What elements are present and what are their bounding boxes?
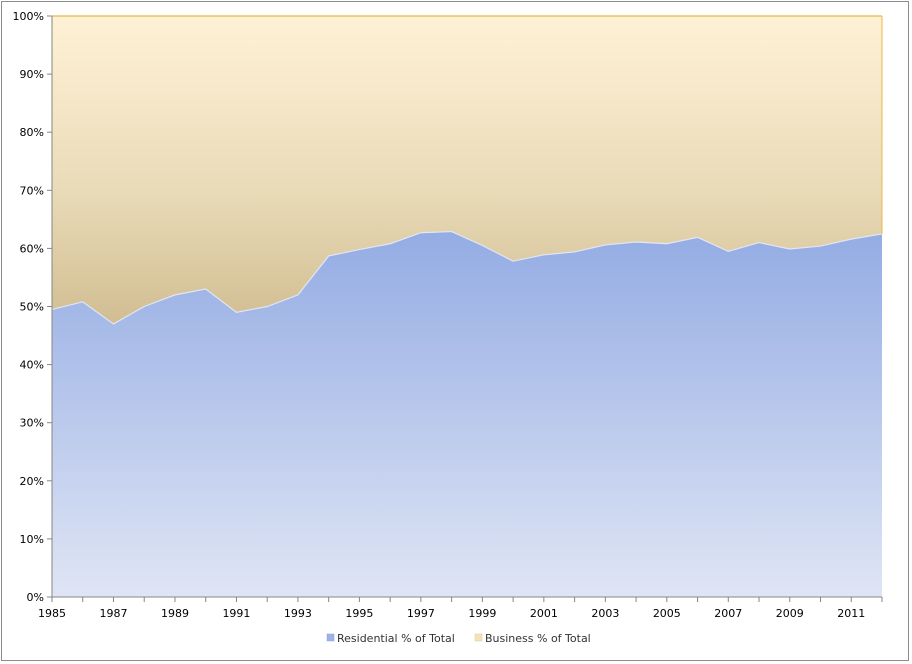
x-tick-label: 1997 [407, 607, 435, 620]
x-tick-label: 1993 [284, 607, 312, 620]
legend: Residential % of Total Business % of Tota… [326, 632, 591, 645]
x-tick-label: 1995 [345, 607, 373, 620]
y-tick-label: 100% [13, 10, 44, 23]
axes: 0% 10% 20% 30% 40% 50% 60% 70% 80% 90% 100% 1985 198… [13, 10, 883, 620]
y-tick-label: 20% [20, 475, 44, 488]
residential-line [51, 230, 883, 325]
x-tick-label: 2007 [714, 607, 742, 620]
legend-swatch [474, 633, 483, 642]
y-tick-label: 90% [20, 68, 44, 81]
y-tick-label: 70% [20, 184, 44, 197]
y-tick-label: 60% [20, 242, 44, 255]
x-tick-label: 1999 [468, 607, 496, 620]
y-tick-label: 80% [20, 126, 44, 139]
business-area [52, 16, 882, 324]
y-tick-label: 50% [20, 301, 44, 314]
y-tick-label: 0% [27, 591, 44, 604]
x-tick-label: 1987 [99, 607, 127, 620]
x-tick-label: 1985 [38, 607, 66, 620]
x-tick-label: 2005 [653, 607, 681, 620]
x-tick-label: 2009 [776, 607, 804, 620]
plot-area [51, 15, 883, 597]
x-tick-label: 1991 [222, 607, 250, 620]
y-tick-label: 10% [20, 533, 44, 546]
y-tick-label: 40% [20, 359, 44, 372]
residential-area [52, 231, 882, 597]
legend-label: Business % of Total [485, 632, 591, 645]
x-tick-label: 2001 [530, 607, 558, 620]
x-tick-label: 1989 [161, 607, 189, 620]
y-tick-label: 30% [20, 417, 44, 430]
x-tick-label: 2011 [837, 607, 865, 620]
legend-swatch [326, 633, 335, 642]
x-tick-label: 2003 [591, 607, 619, 620]
legend-label: Residential % of Total [337, 632, 455, 645]
